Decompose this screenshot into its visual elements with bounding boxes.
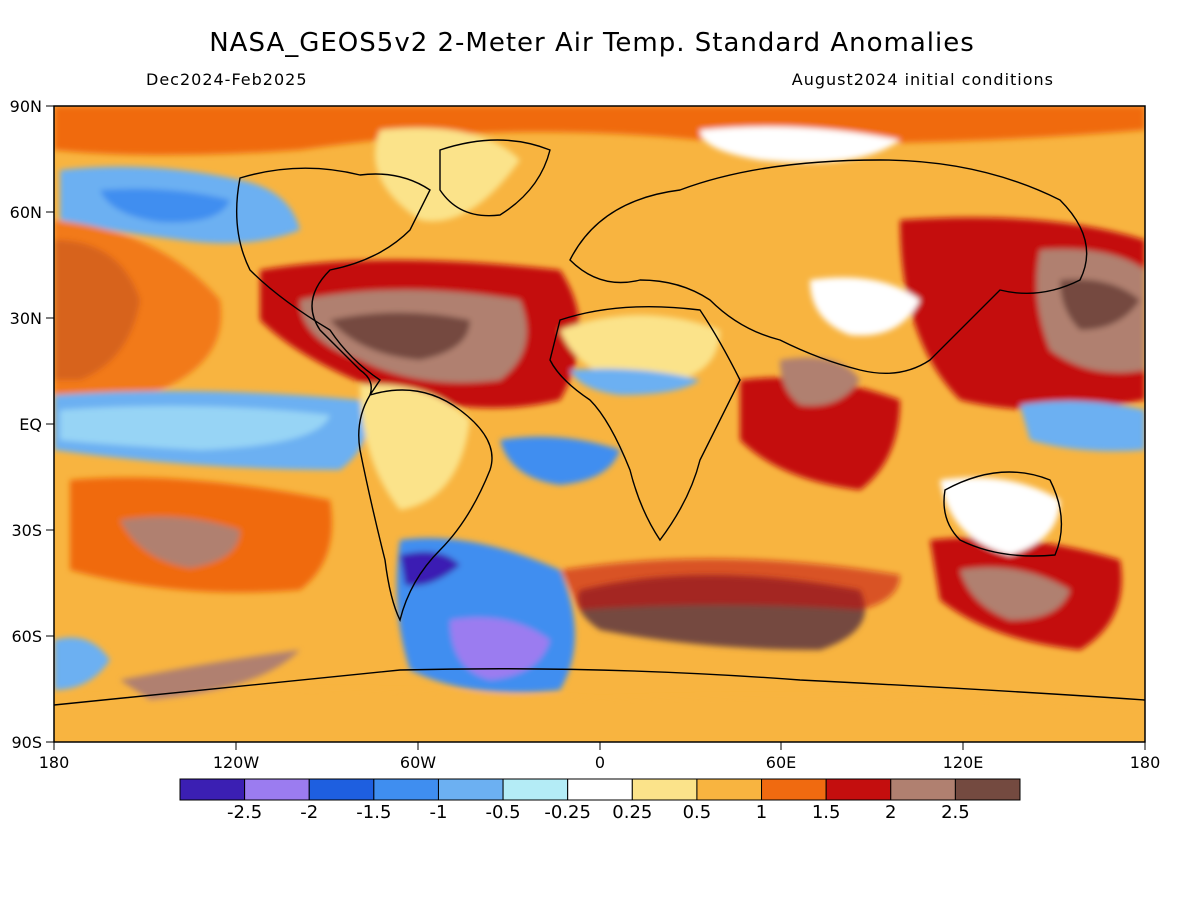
tibet-white-area (810, 277, 920, 336)
south-america-pale-area (360, 384, 470, 510)
colorbar-swatch (308, 778, 375, 801)
forecast-period: Dec2024-Feb2025 (146, 70, 308, 89)
colorbar-label: 0.25 (612, 802, 652, 823)
latitude-labels: 90N 60N 30N EQ 30S 60S 90S (10, 97, 42, 752)
tick-marks (46, 105, 1146, 750)
colorbar-label: -0.25 (544, 802, 591, 823)
south-of-australia-hot-area (960, 567, 1070, 620)
lon-label-120e: 120E (943, 753, 984, 772)
colorbar-label: -1 (429, 802, 447, 823)
coastline-africa (549, 305, 741, 542)
northwest-pacific-hot-core (1060, 279, 1140, 330)
lat-label-30s: 30S (11, 521, 42, 540)
colorbar-label: -0.5 (486, 802, 521, 823)
uruguay-cold-core (400, 551, 460, 586)
longitude-labels: 180 120W 60W 0 60E 120E 180 (39, 753, 1161, 772)
colorbar-swatch (502, 778, 569, 801)
colorbar-swatch (825, 778, 892, 801)
arctic-white-area (700, 126, 900, 163)
colorbar-swatch (567, 778, 633, 801)
lat-label-60s: 60S (11, 627, 42, 646)
lon-label-60w: 60W (400, 753, 436, 772)
north-pacific-warm-area (54, 220, 222, 400)
coastline-australia (943, 471, 1063, 557)
colorbar-label: 2.5 (941, 802, 970, 823)
amundsen-cold-area (54, 637, 110, 690)
lat-label-60n: 60N (10, 203, 42, 222)
colorbar-swatch (761, 778, 827, 801)
colorbar-swatch (179, 778, 246, 801)
colorbar-swatch (696, 778, 763, 801)
sahara-pale-area (560, 315, 720, 385)
lon-label-120w: 120W (213, 753, 260, 772)
arabian-sea-hot-area (780, 357, 860, 406)
lon-label-180e: 180 (1130, 753, 1161, 772)
indian-ocean-warm-area (740, 377, 900, 490)
colorbar-swatch (631, 778, 698, 801)
colorbar-swatch (437, 778, 504, 801)
caribbean-hot-core (330, 312, 470, 360)
colorbar: -2.5 -2 -1.5 -1 -0.5 -0.25 0.25 0.5 1 1.5 2 2.5 (179, 778, 1021, 823)
colorbar-label: 2 (885, 802, 896, 823)
south-pacific-hot-area (120, 516, 240, 568)
southern-ocean-warm-band (560, 558, 900, 610)
antarctic-band (54, 690, 1145, 742)
colorbar-label: 1 (756, 802, 767, 823)
sahel-cool-strip (570, 368, 700, 395)
coastline-south-america (358, 389, 493, 623)
colorbar-label: 1.5 (812, 802, 841, 823)
coastline-antarctica (54, 668, 1145, 706)
lat-label-eq: EQ (19, 415, 42, 434)
ross-sea-hot-streak (120, 650, 300, 700)
south-atlantic-coldest-area (450, 617, 550, 680)
coastline-eurasia (569, 159, 1088, 375)
colorbar-label: -2 (300, 802, 318, 823)
colorbar-swatch (244, 778, 310, 801)
chart-title: NASA_GEOS5v2 2-Meter Air Temp. Standard … (209, 28, 975, 58)
anomaly-field (54, 106, 1145, 742)
australia-white-area (940, 477, 1060, 555)
lat-label-30n: 30N (10, 309, 42, 328)
greenland-pale-area (375, 128, 520, 222)
colorbar-swatch (373, 778, 439, 801)
coastline-greenland (439, 139, 551, 217)
colorbar-label: -2.5 (227, 802, 262, 823)
lon-label-0: 0 (595, 753, 605, 772)
tropical-atlantic-cold-area (500, 436, 620, 485)
colorbar-swatch (954, 778, 1021, 801)
lon-label-180w: 180 (39, 753, 70, 772)
coastlines (54, 139, 1145, 706)
lat-label-90s: 90S (11, 733, 42, 752)
equatorial-pacific-light-area (60, 406, 330, 450)
colorbar-label: -1.5 (356, 802, 391, 823)
colorbar-swatch (890, 778, 956, 801)
coastline-north-america (236, 167, 431, 396)
colorbar-label: 0.5 (683, 802, 712, 823)
initial-conditions: August2024 initial conditions (791, 70, 1054, 89)
lon-label-60e: 60E (766, 753, 796, 772)
west-pacific-cool-area (1020, 401, 1145, 452)
alaska-colder-core (100, 188, 230, 223)
lat-label-90n: 90N (10, 97, 42, 116)
